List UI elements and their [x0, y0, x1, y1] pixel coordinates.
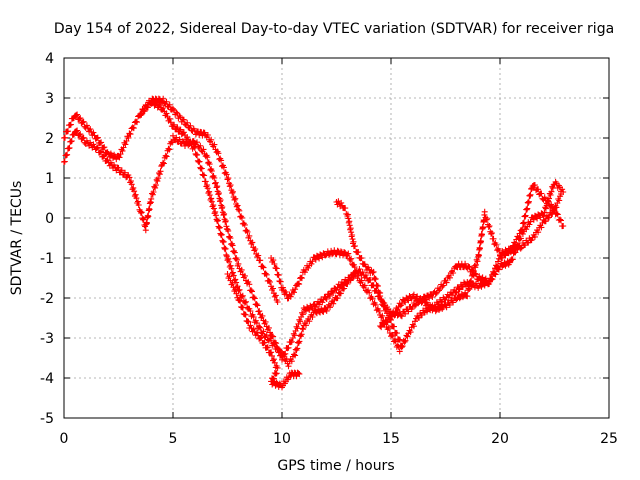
x-tick-label: 5 — [169, 431, 178, 447]
chart-title: Day 154 of 2022, Sidereal Day-to-day VTE… — [54, 21, 614, 37]
data-point-markers — [61, 95, 281, 305]
data-point-markers — [377, 205, 567, 331]
series-track-g — [377, 205, 567, 331]
plot-frame — [63, 57, 610, 419]
series-track-h — [464, 178, 567, 291]
x-axis-label: GPS time / hours — [277, 458, 394, 474]
y-tick-label: 1 — [45, 171, 54, 187]
x-tick-label: 0 — [60, 431, 69, 447]
y-tick-label: -2 — [40, 291, 54, 307]
y-tick-label: 4 — [45, 51, 54, 67]
y-tick-label: -1 — [40, 251, 54, 267]
data-point-markers — [464, 178, 567, 291]
data-points — [61, 95, 567, 391]
y-tick-label: -3 — [40, 331, 54, 347]
y-tick-label: 0 — [45, 211, 54, 227]
data-point-markers — [137, 98, 405, 370]
data-point-markers — [268, 247, 471, 355]
y-axis-label: SDTVAR / TECUs — [9, 181, 25, 296]
y-tick-label: -5 — [40, 411, 54, 427]
x-tick-label: 20 — [491, 431, 509, 447]
series-track-e — [268, 247, 471, 355]
x-tick-label: 15 — [382, 431, 400, 447]
axis-ticks: 0 5 10 15 20 25 -5 -4 -3 -2 -1 0 1 2 3 4 — [40, 51, 618, 447]
y-tick-label: 2 — [45, 131, 54, 147]
series-track-a — [61, 95, 281, 305]
x-tick-label: 25 — [600, 431, 618, 447]
y-tick-label: -4 — [40, 371, 54, 387]
series-track-c — [137, 98, 405, 370]
y-tick-label: 3 — [45, 91, 54, 107]
data-point-markers — [224, 271, 303, 391]
x-tick-label: 10 — [273, 431, 291, 447]
series-track-d — [224, 271, 303, 391]
grid — [64, 58, 609, 418]
